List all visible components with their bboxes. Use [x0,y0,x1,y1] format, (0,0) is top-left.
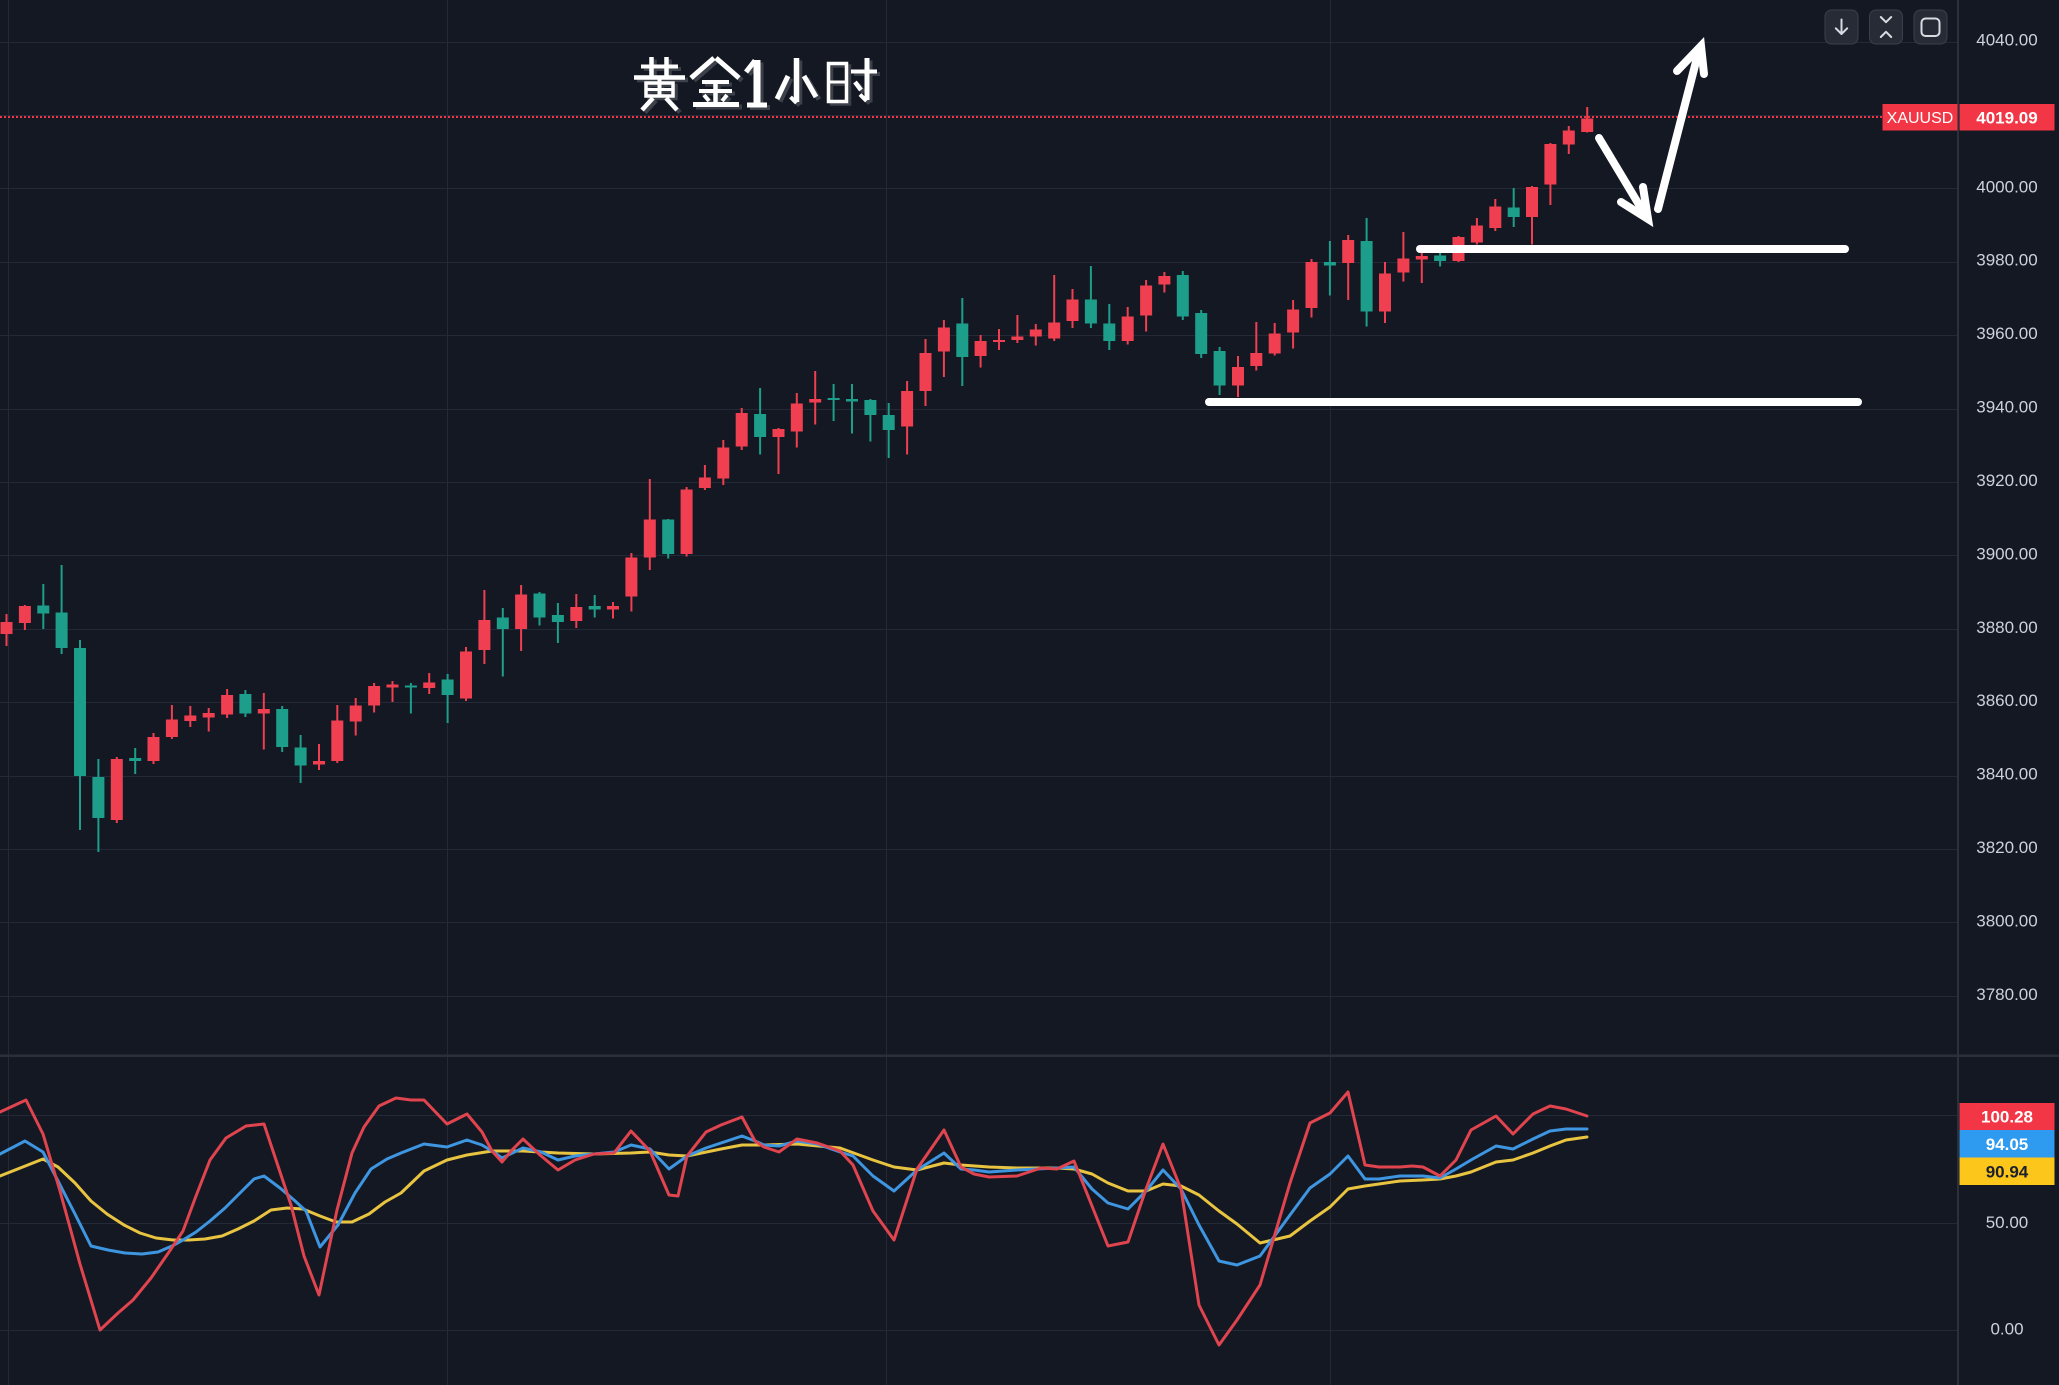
svg-text:3980.00: 3980.00 [1976,251,2037,270]
svg-text:90.94: 90.94 [1986,1163,2029,1182]
svg-text:3960.00: 3960.00 [1976,324,2037,343]
svg-text:4019.09: 4019.09 [1976,109,2037,128]
svg-text:0.00: 0.00 [1990,1320,2023,1339]
svg-text:XAUUSD: XAUUSD [1887,110,1954,127]
svg-text:4000.00: 4000.00 [1976,177,2037,196]
svg-text:4040.00: 4040.00 [1976,31,2037,50]
svg-text:100.28: 100.28 [1981,1108,2033,1127]
svg-text:3860.00: 3860.00 [1976,691,2037,710]
svg-text:3900.00: 3900.00 [1976,544,2037,563]
svg-text:3920.00: 3920.00 [1976,471,2037,490]
svg-text:50.00: 50.00 [1986,1213,2029,1232]
svg-text:3780.00: 3780.00 [1976,985,2037,1004]
svg-text:94.05: 94.05 [1986,1135,2029,1154]
svg-text:3880.00: 3880.00 [1976,618,2037,637]
svg-text:3840.00: 3840.00 [1976,765,2037,784]
svg-text:3800.00: 3800.00 [1976,912,2037,931]
svg-text:3820.00: 3820.00 [1976,838,2037,857]
svg-text:3940.00: 3940.00 [1976,398,2037,417]
